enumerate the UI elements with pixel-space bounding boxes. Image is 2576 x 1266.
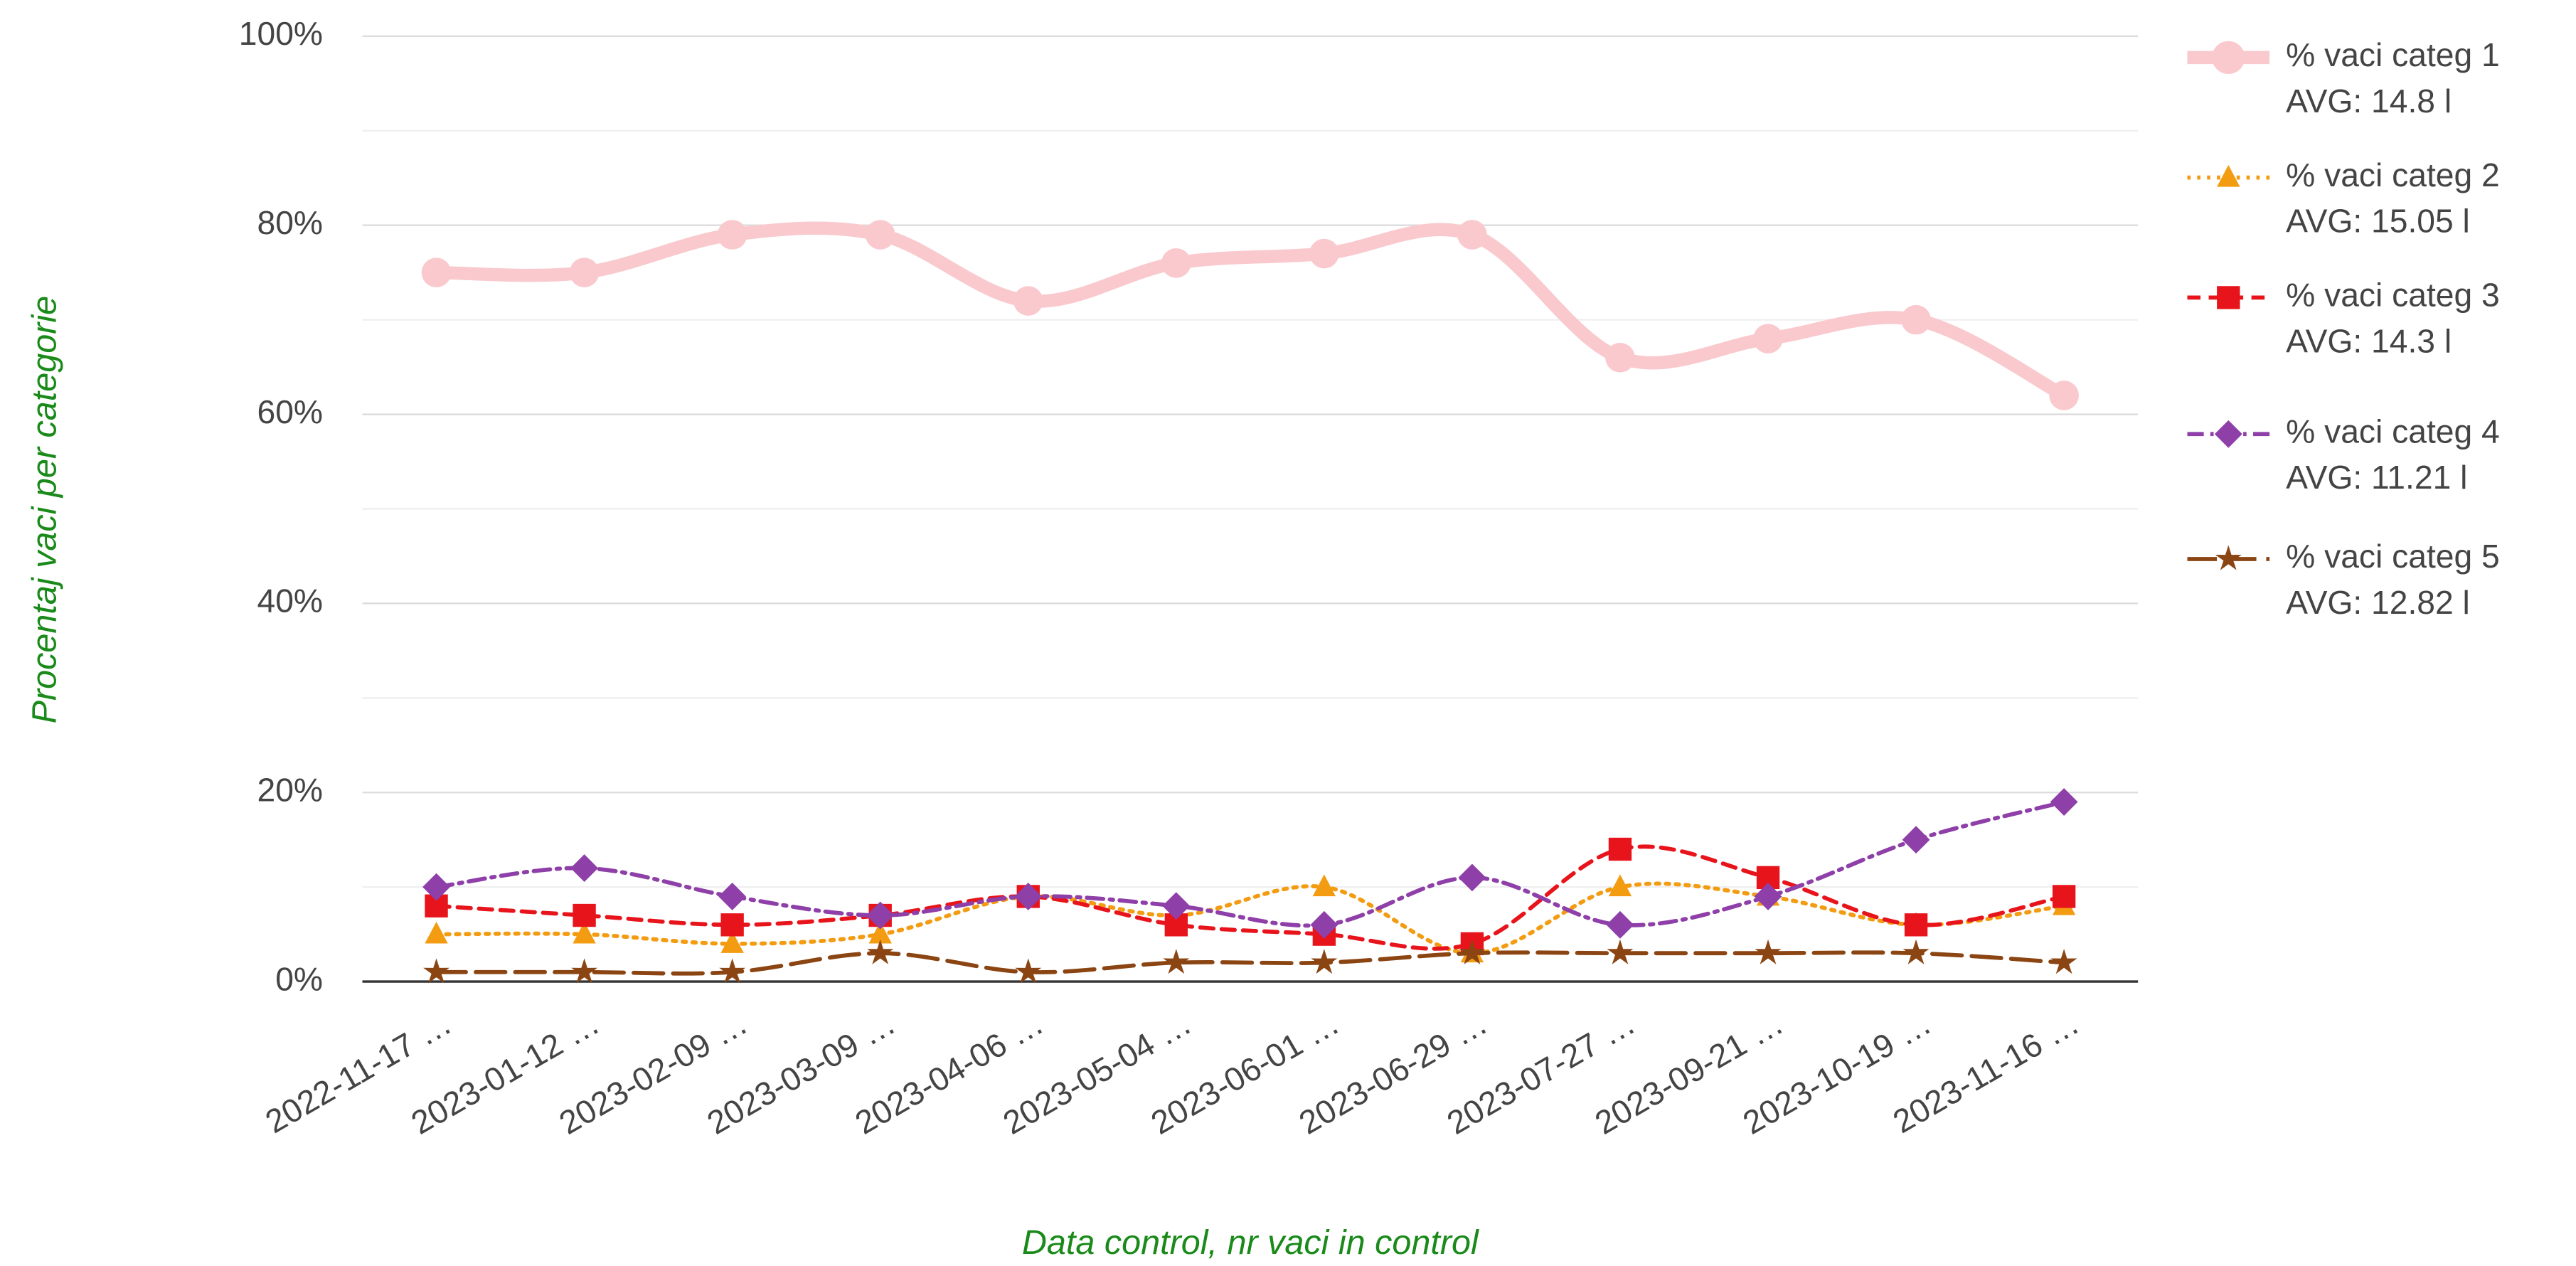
- legend-avg: AVG: 12.82 l: [2286, 584, 2470, 621]
- legend-label: % vaci categ 3: [2286, 277, 2500, 314]
- point: [1607, 939, 1634, 964]
- y-tick-label: 0%: [275, 960, 323, 997]
- series-line: [434, 844, 2067, 951]
- x-axis-title: Data control, nr vaci in control: [1022, 1223, 1479, 1262]
- legend-marker: [2212, 41, 2245, 75]
- point: [1459, 939, 1486, 964]
- point: [1608, 837, 1632, 861]
- point: [1904, 913, 1928, 937]
- point: [720, 913, 744, 937]
- series: % vaci categ 5 AVG: 12.82 l: [423, 538, 2500, 984]
- point: [1162, 892, 1191, 920]
- point: [1608, 874, 1632, 897]
- point: [868, 921, 892, 944]
- point: [1605, 342, 1635, 373]
- y-axis-title: Procentaj vaci per categorie: [26, 296, 64, 724]
- point: [1458, 863, 1486, 892]
- y-tick-label: 100%: [239, 15, 323, 52]
- point: [866, 901, 895, 930]
- point: [569, 257, 600, 287]
- point: [1753, 324, 1783, 354]
- point: [717, 220, 747, 250]
- point: [1014, 883, 1043, 910]
- point: [421, 257, 452, 287]
- point: [573, 903, 596, 927]
- y-tick-label: 40%: [257, 583, 324, 619]
- point: [1457, 220, 1487, 250]
- y-tick-label: 80%: [257, 204, 324, 241]
- legend-label: % vaci categ 5: [2286, 538, 2500, 575]
- legend-avg: AVG: 14.8 l: [2286, 83, 2452, 119]
- series-line: [434, 881, 2067, 956]
- point: [1161, 248, 1191, 278]
- point: [1163, 949, 1190, 974]
- point: [1901, 304, 1931, 335]
- point: [2049, 381, 2079, 410]
- point: [1902, 939, 1930, 964]
- legend-avg: AVG: 14.3 l: [2286, 322, 2452, 359]
- point: [1606, 910, 1634, 939]
- legend-marker: [2217, 286, 2240, 309]
- series-line: [430, 221, 2071, 403]
- legend-marker: [2214, 420, 2242, 448]
- point: [422, 873, 450, 901]
- point: [425, 921, 448, 944]
- point: [1013, 286, 1043, 316]
- series: % vaci categ 1 AVG: 14.8 l: [421, 36, 2500, 410]
- point: [719, 958, 746, 984]
- point: [1310, 910, 1338, 939]
- y-tick-label: 60%: [257, 393, 324, 430]
- series: % vaci categ 4 AVG: 11.21 l: [422, 413, 2500, 939]
- series-line: [434, 799, 2067, 928]
- point: [1902, 826, 1930, 854]
- point: [1755, 939, 1782, 964]
- legend-label: % vaci categ 1: [2286, 36, 2500, 73]
- point: [867, 939, 894, 964]
- legend-marker: [2217, 164, 2240, 187]
- legend-label: % vaci categ 2: [2286, 156, 2500, 193]
- point: [1015, 958, 1042, 984]
- legend-avg: AVG: 15.05 l: [2286, 203, 2470, 240]
- series-line: [434, 950, 2067, 976]
- point: [718, 883, 747, 910]
- legend-label: % vaci categ 4: [2286, 413, 2500, 450]
- y-tick-label: 20%: [257, 771, 324, 808]
- point: [570, 854, 599, 882]
- point: [2050, 949, 2077, 974]
- point: [865, 220, 895, 250]
- series: % vaci categ 3 AVG: 14.3 l: [425, 277, 2500, 956]
- point: [1311, 949, 1338, 974]
- point: [2052, 885, 2076, 908]
- point: [1312, 874, 1336, 897]
- point: [1309, 238, 1339, 269]
- point: [423, 958, 450, 984]
- point: [720, 931, 744, 953]
- point: [571, 958, 598, 984]
- legend-avg: AVG: 11.21 l: [2286, 459, 2467, 496]
- point: [573, 921, 596, 944]
- legend-marker: [2215, 545, 2242, 570]
